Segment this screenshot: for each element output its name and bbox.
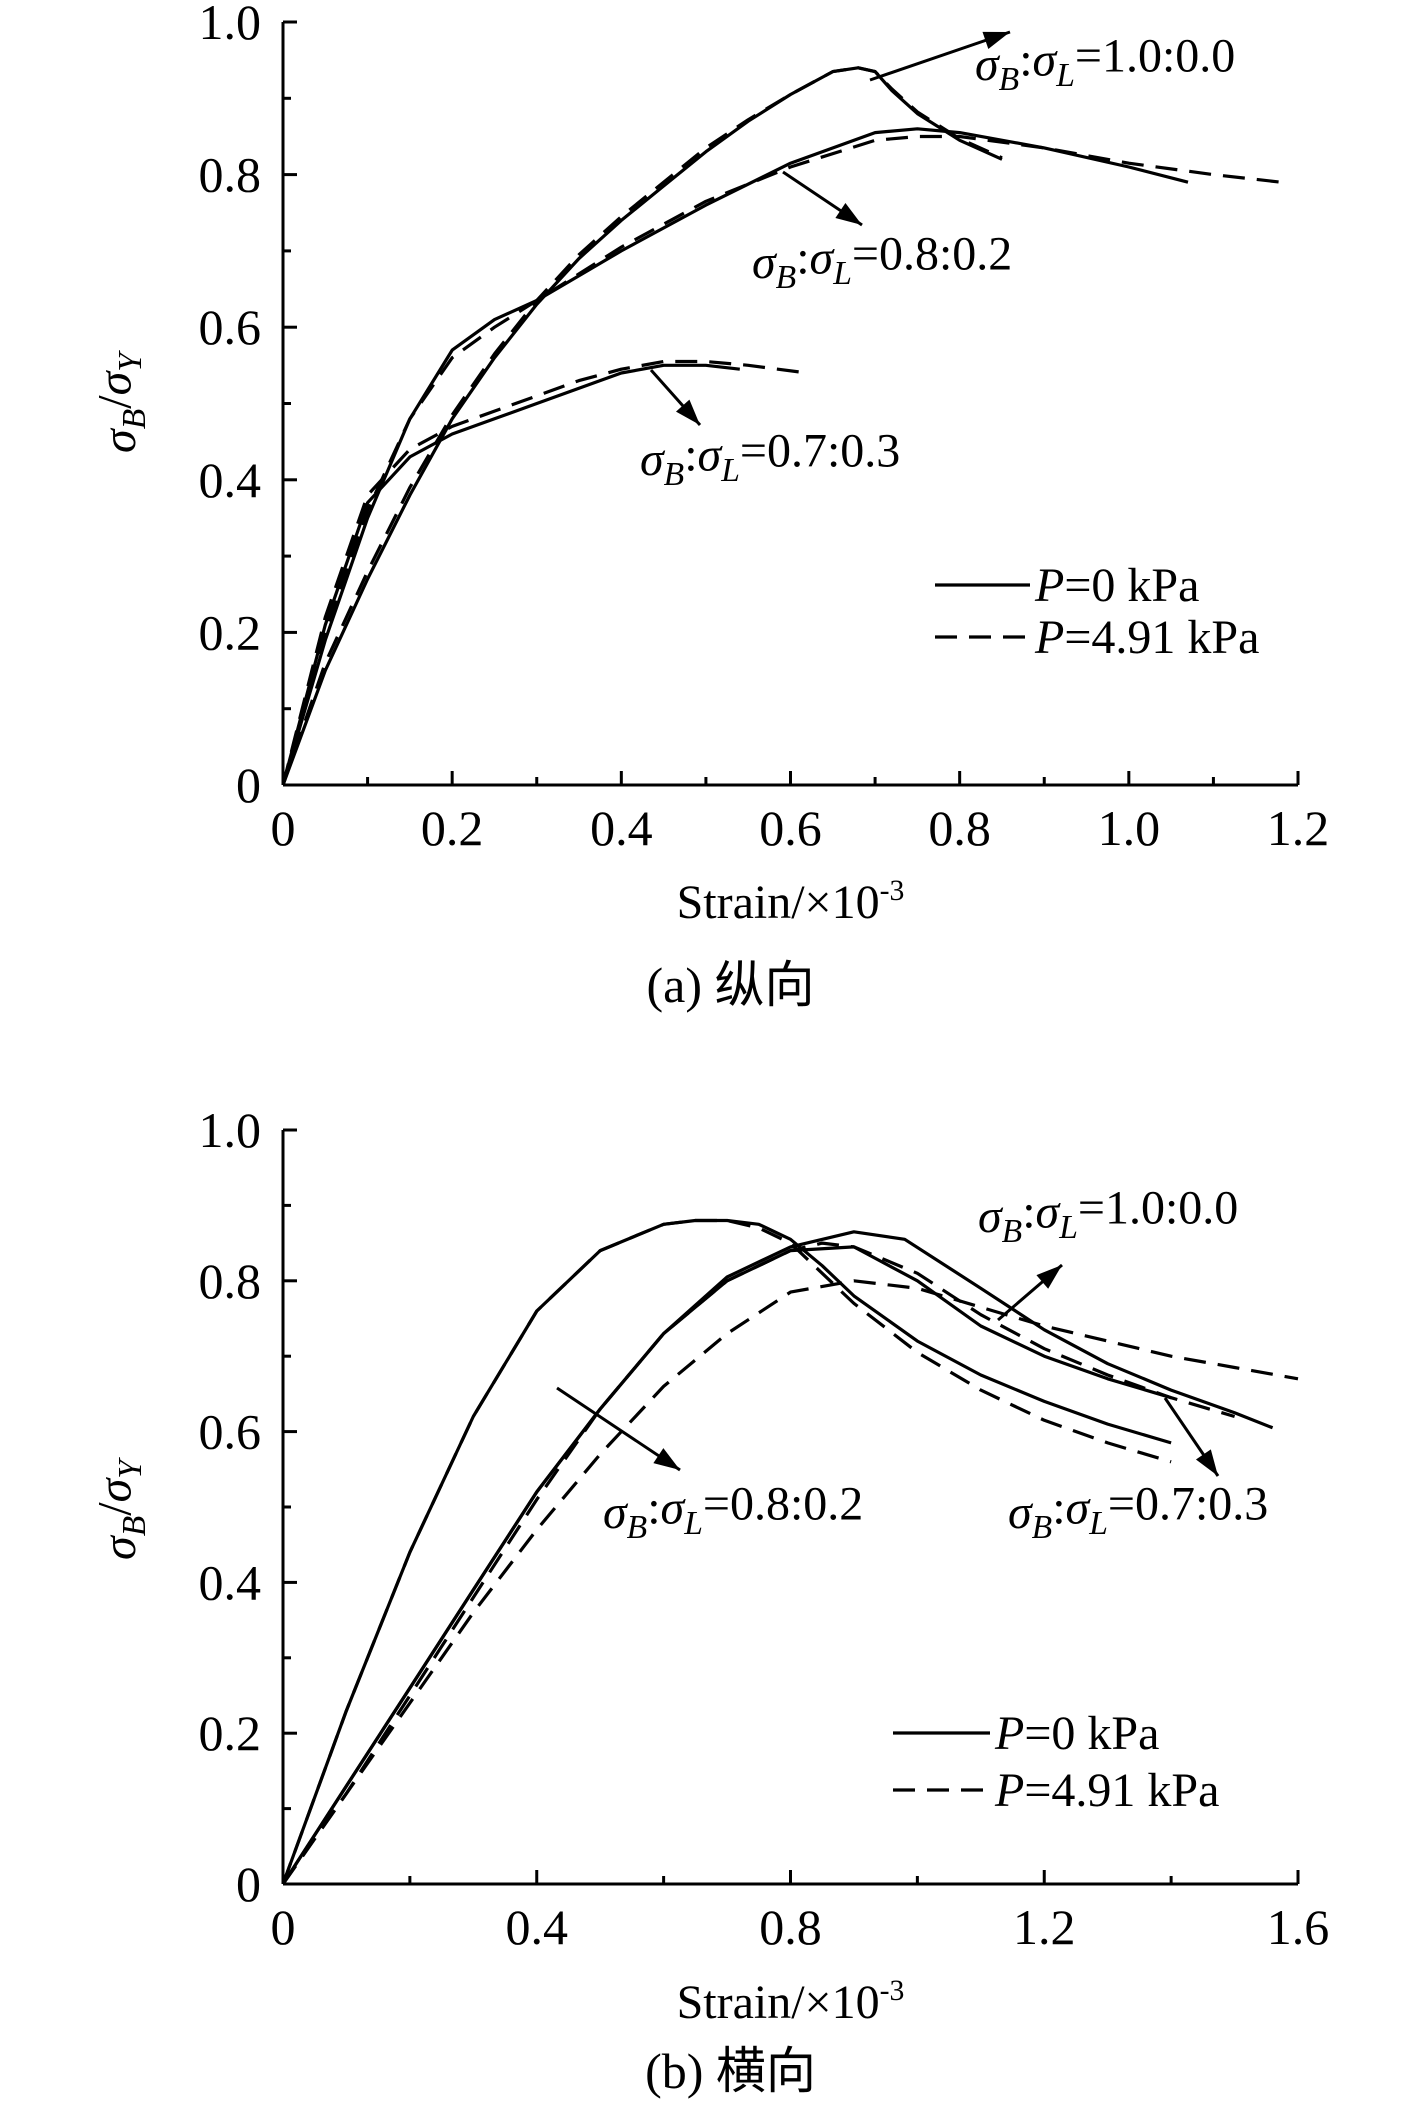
annotation-label: σB:σL=0.8:0.2	[752, 227, 1012, 296]
y-tick-label: 1.0	[199, 1102, 262, 1158]
legend-label: P=0 kPa	[1034, 559, 1199, 612]
annotation-label: σB:σL=1.0:0.0	[978, 1181, 1238, 1250]
series-line-solid	[281, 1230, 1274, 1885]
panel-a: 0 0.2 0.4 0.6 0.8 1.0 1.2 0 0.2 0.4 0.6 0.8 1.0 Strai…	[89, 0, 1330, 1013]
annotation-arrowhead	[1195, 1449, 1218, 1476]
legend-label: P=4.91 kPa	[994, 1764, 1219, 1817]
x-axis-title: Strain/×10-3	[677, 874, 905, 929]
y-tick-label: 1.0	[199, 0, 262, 50]
annotation-arrowhead	[675, 399, 700, 425]
y-tick-label: 0	[236, 757, 261, 813]
annotation-arrowhead	[653, 1448, 680, 1470]
y-tick-label: 0.8	[199, 1253, 262, 1309]
x-tick-label: 1.2	[1267, 800, 1330, 856]
x-tick-label: 0.8	[759, 1899, 822, 1955]
legend-label: P=4.91 kPa	[1034, 611, 1259, 664]
x-tick-label: 0.4	[590, 800, 653, 856]
y-axis-title: σB/σY	[89, 1457, 153, 1560]
series-line-solid	[281, 127, 1189, 786]
y-axis-title: σB/σY	[89, 350, 153, 453]
series-line-dashed	[281, 134, 1282, 786]
y-tick-label: 0.4	[199, 1554, 262, 1610]
y-tick-label: 0.4	[199, 452, 262, 508]
annotation-label: σB:σL=1.0:0.0	[975, 29, 1235, 98]
annotation-label: σB:σL=0.7:0.3	[1008, 1477, 1268, 1546]
annotation-arrowhead	[982, 31, 1010, 49]
legend-label: P=0 kPa	[994, 1707, 1159, 1760]
annotation-label: σB:σL=0.8:0.2	[603, 1477, 863, 1546]
series-line-dashed	[281, 1279, 1299, 1885]
series-line-solid	[281, 363, 740, 786]
x-axis-title: Strain/×10-3	[677, 1974, 905, 2029]
x-tick-label: 0.6	[759, 800, 822, 856]
annotation-label: σB:σL=0.7:0.3	[640, 424, 900, 493]
annotation-arrowhead	[835, 203, 862, 225]
panel-caption: (a) 纵向	[647, 957, 815, 1013]
panel-b: 0 0.4 0.8 1.2 1.6 0 0.2 0.4 0.6 0.8 1.0 Strain/×10-…	[89, 1102, 1330, 2099]
x-tick-label: 0.2	[421, 800, 484, 856]
y-tick-label: 0.2	[199, 604, 262, 660]
x-tick-label: 0	[271, 1899, 296, 1955]
x-tick-label: 0.4	[506, 1899, 569, 1955]
y-tick-label: 0.8	[199, 147, 262, 203]
series-line-dashed	[281, 1218, 1172, 1885]
x-tick-label: 1.0	[1098, 800, 1161, 856]
series-line-dashed	[281, 66, 1003, 786]
y-tick-label: 0.2	[199, 1705, 262, 1761]
annotation-arrowhead	[1036, 1265, 1062, 1289]
series-line-dashed	[281, 359, 808, 786]
x-tick-label: 0	[271, 800, 296, 856]
panel-caption: (b) 横向	[645, 2043, 816, 2099]
x-tick-label: 1.2	[1013, 1899, 1076, 1955]
y-tick-label: 0.6	[199, 299, 262, 355]
y-tick-label: 0	[236, 1856, 261, 1912]
x-tick-label: 0.8	[928, 800, 991, 856]
x-tick-label: 1.6	[1267, 1899, 1330, 1955]
y-tick-label: 0.6	[199, 1404, 262, 1460]
series-line-dashed	[281, 1241, 1236, 1885]
